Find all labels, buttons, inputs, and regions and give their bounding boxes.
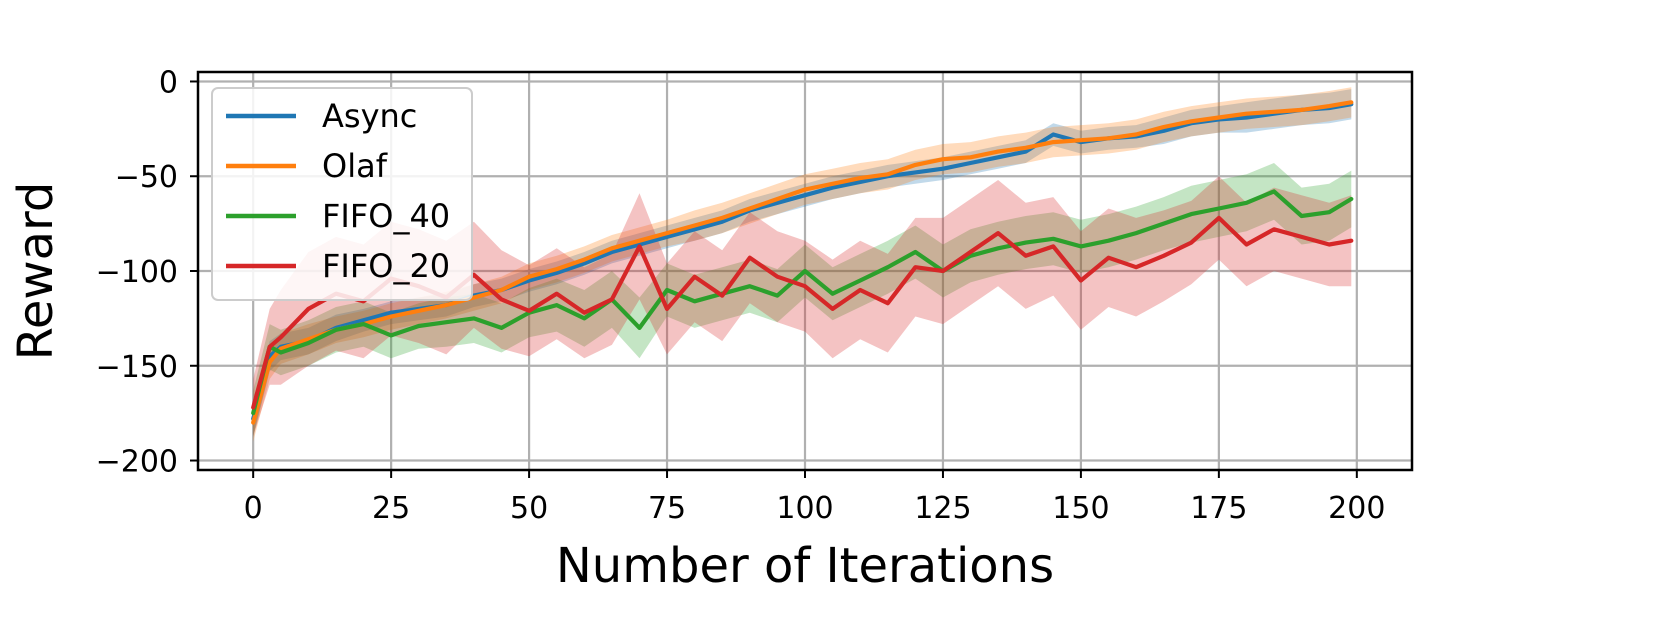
band-series-1 (253, 87, 1352, 442)
legend-box (211, 87, 473, 301)
x-axis-ticks: 0 25 50 75 100 125 150 175 200 (244, 470, 1385, 526)
y-tick-label: −50 (115, 160, 178, 195)
y-axis-ticks: 0 −50 −100 −150 −200 (96, 65, 198, 480)
legend-label: FIFO_20 (322, 247, 450, 285)
x-tick-label: 100 (776, 491, 833, 526)
x-axis-title: Number of Iterations (556, 538, 1054, 594)
legend: Async Olaf FIFO_40 FIFO_20 (211, 87, 473, 301)
x-tick-label: 25 (372, 491, 410, 526)
x-tick-label: 0 (244, 491, 263, 526)
legend-label: Olaf (322, 147, 388, 185)
x-tick-label: 50 (510, 491, 548, 526)
series-lines (251, 100, 1354, 425)
line-series-1 (251, 100, 1354, 425)
y-tick-label: −100 (96, 255, 178, 290)
y-tick-label: −200 (96, 445, 178, 480)
confidence-bands (253, 87, 1352, 442)
band-series-0 (253, 89, 1352, 438)
band-series-2 (253, 163, 1352, 436)
y-tick-label: 0 (159, 65, 178, 100)
x-tick-label: 125 (914, 491, 971, 526)
x-tick-label: 150 (1052, 491, 1109, 526)
y-tick-label: −150 (96, 350, 178, 385)
legend-label: Async (322, 97, 417, 135)
y-axis-title: Reward (8, 182, 64, 361)
x-tick-label: 200 (1328, 491, 1385, 526)
legend-label: FIFO_40 (322, 197, 450, 235)
x-tick-label: 175 (1190, 491, 1247, 526)
band-series-3 (253, 176, 1352, 436)
line-series-0 (251, 102, 1354, 421)
x-tick-label: 75 (648, 491, 686, 526)
